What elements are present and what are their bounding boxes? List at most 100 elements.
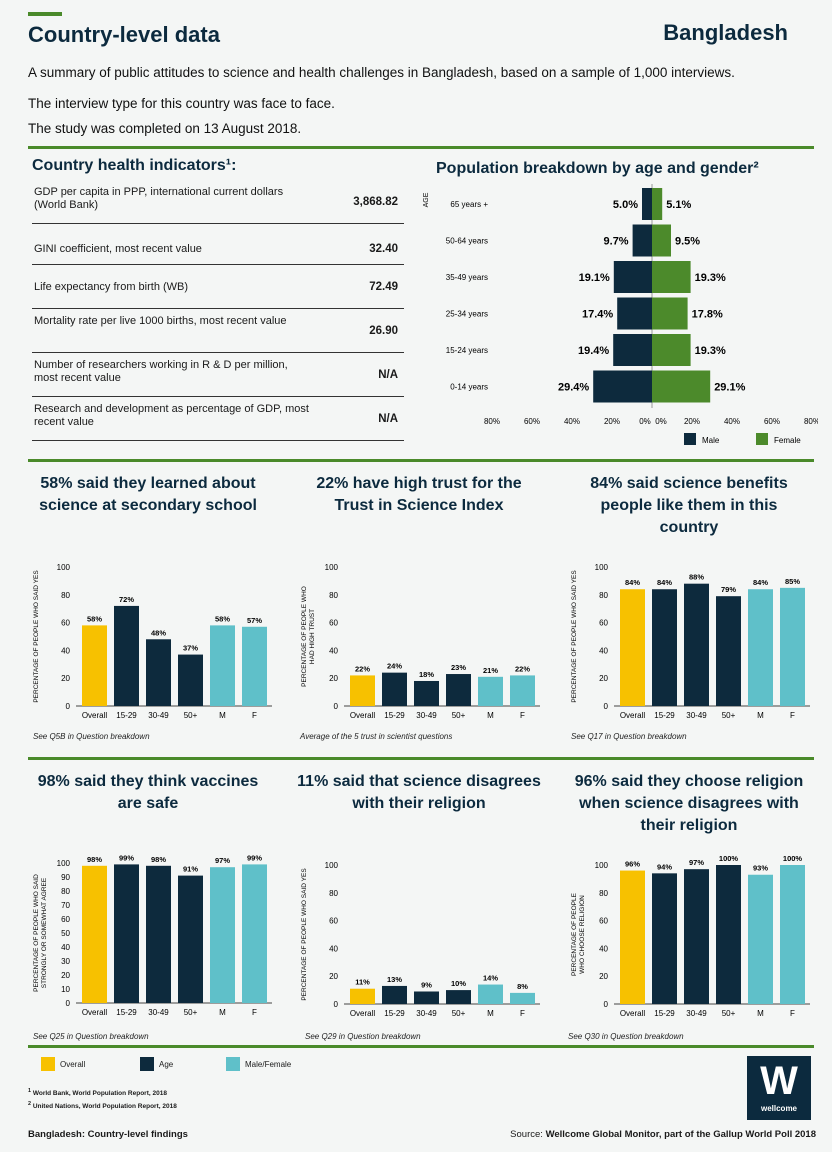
x-tick-label: 15-29 [116, 1008, 137, 1017]
bar [716, 865, 741, 1004]
x-tick-label: F [520, 1009, 525, 1018]
pyramid-bar-female [652, 261, 691, 293]
pyramid-tick-label: 60% [524, 417, 540, 426]
bar [178, 654, 203, 706]
chart-title-science-benefits: 84% said science benefits people like th… [590, 475, 788, 536]
bar [478, 676, 503, 706]
pyramid-tick-label: 40% [564, 417, 580, 426]
x-tick-label: M [757, 1009, 764, 1018]
y-tick-label: 0 [334, 702, 339, 711]
indicator-label: Number of researchers working in R & D p… [34, 359, 288, 384]
intro-completion-date: The study was completed on 13 August 201… [28, 121, 302, 136]
bar-data-label: 99% [119, 853, 134, 862]
divider [28, 757, 814, 760]
divider [28, 1045, 814, 1048]
indicators-title: Country health indicators¹: [32, 157, 237, 174]
y-axis-label: WHO CHOOSE RELIGION [579, 895, 586, 974]
y-tick-label: 0 [604, 702, 609, 711]
y-tick-label: 100 [595, 563, 609, 572]
legend-age-label: Age [159, 1060, 174, 1069]
footer-left: Bangladesh: Country-level findings [28, 1129, 188, 1140]
chart-title-secondary-school: 58% said they learned about science at s… [39, 475, 257, 514]
note-q30: See Q30 in Question breakdown [568, 1032, 684, 1041]
bar [684, 869, 709, 1004]
page-title: Country-level data [28, 22, 220, 47]
bar-data-label: 84% [625, 578, 640, 587]
bar-data-label: 8% [517, 982, 528, 991]
footnote-1: 1 World Bank, World Population Report, 2… [28, 1088, 167, 1098]
bar-data-label: 24% [387, 662, 402, 671]
bar-data-label: 14% [483, 974, 498, 983]
divider [28, 146, 814, 149]
y-tick-label: 50 [61, 929, 70, 938]
bar-data-label: 58% [87, 614, 102, 623]
bar [414, 991, 439, 1004]
x-tick-label: F [790, 1009, 795, 1018]
x-tick-label: 50+ [452, 711, 466, 720]
indicator-value: 72.49 [369, 281, 398, 293]
legend-age-swatch [140, 1057, 154, 1071]
bar [620, 589, 645, 706]
bar [146, 639, 171, 706]
y-tick-label: 20 [61, 674, 70, 683]
bar-data-label: 10% [451, 979, 466, 988]
pyramid-tick-label: 60% [764, 417, 780, 426]
bar [716, 596, 741, 706]
x-tick-label: Overall [350, 1009, 376, 1018]
pyramid-category-label: 50-64 years [446, 237, 488, 246]
bar-data-label: 84% [657, 578, 672, 587]
pyramid-category-label: 15-24 years [446, 346, 488, 355]
pyramid-label-male: 17.4% [582, 309, 613, 321]
x-tick-label: 30-49 [686, 711, 707, 720]
pyramid-category-label: 0-14 years [450, 383, 488, 392]
logo-letter: W [760, 1059, 798, 1103]
bar-data-label: 98% [151, 855, 166, 864]
bar-data-label: 22% [515, 664, 530, 673]
pyramid-bar-female [652, 224, 671, 257]
logo-text: wellcome [760, 1104, 797, 1113]
bar [382, 672, 407, 706]
bar [114, 864, 139, 1003]
y-tick-label: 80 [329, 591, 338, 600]
bar-data-label: 18% [419, 670, 434, 679]
y-tick-label: 40 [329, 646, 338, 655]
y-tick-label: 80 [599, 591, 608, 600]
bar-data-label: 97% [215, 856, 230, 865]
indicator-value: N/A [378, 413, 398, 425]
bar-data-label: 48% [151, 628, 166, 637]
bar [210, 867, 235, 1003]
y-axis-label: PERCENTAGE OF PEOPLE WHO SAID YES [301, 868, 308, 1001]
footnote-2: 2 United Nations, World Population Repor… [28, 1101, 177, 1111]
pyramid-tick-label: 0% [655, 417, 667, 426]
y-tick-label: 20 [329, 674, 338, 683]
intro-interview-type: The interview type for this country was … [28, 96, 335, 111]
indicator-row: Research and development as percentage o… [32, 399, 404, 441]
y-tick-label: 0 [66, 999, 71, 1008]
y-tick-label: 10 [61, 985, 70, 994]
y-tick-label: 80 [599, 889, 608, 898]
bar-data-label: 91% [183, 865, 198, 874]
y-tick-label: 100 [325, 861, 339, 870]
y-tick-label: 0 [604, 1000, 609, 1009]
x-tick-label: Overall [82, 711, 108, 720]
indicator-row: Life expectancy from birth (WB) 72.49 [32, 267, 404, 309]
x-tick-label: Overall [620, 711, 646, 720]
x-tick-label: M [487, 1009, 494, 1018]
y-axis-label: PERCENTAGE OF PEOPLE [571, 892, 578, 976]
x-tick-label: 30-49 [416, 1009, 437, 1018]
y-tick-label: 30 [61, 957, 70, 966]
bar [350, 988, 375, 1004]
bar-data-label: 84% [753, 578, 768, 587]
pyramid-bar-male [632, 224, 652, 257]
x-tick-label: F [520, 711, 525, 720]
bar-chart-science-religion: PERCENTAGE OF PEOPLE WHO SAID YES 0 20 40 60… [301, 861, 540, 1018]
y-tick-label: 80 [61, 887, 70, 896]
indicator-label: Life expectancy from birth (WB) [34, 281, 189, 293]
pyramid-title: Population breakdown by age and gender² [436, 160, 759, 177]
x-tick-label: 30-49 [148, 1008, 169, 1017]
bar [446, 674, 471, 706]
bar-data-label: 100% [719, 854, 739, 863]
bar [748, 874, 773, 1004]
bar [446, 990, 471, 1004]
bar-data-label: 94% [657, 862, 672, 871]
